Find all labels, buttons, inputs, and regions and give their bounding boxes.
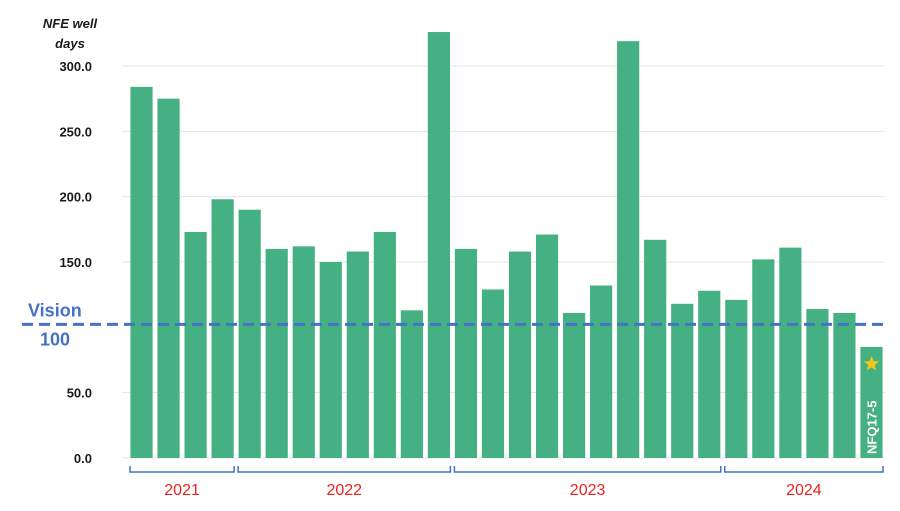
bar [319, 262, 342, 458]
bar [130, 86, 153, 458]
bar [671, 303, 694, 458]
bar [725, 299, 748, 458]
vision-marker: Vision 100 [22, 300, 886, 349]
bar [860, 346, 883, 458]
bar [265, 248, 288, 458]
bars: NFQ17-5 [130, 32, 883, 459]
y-axis-title-line-1: NFE well [43, 16, 98, 31]
y-tick-label: 150.0 [59, 255, 92, 270]
bar [454, 248, 478, 458]
bar [157, 98, 180, 459]
y-tick-labels: 0.0 50.0 150.0 200.0 250.0 300.0 [59, 59, 92, 466]
vision-value-label: 100 [40, 329, 70, 349]
vision-label: Vision [28, 300, 82, 320]
bar [752, 259, 775, 458]
highlight-bar-label: NFQ17-5 [864, 401, 879, 454]
year-bracket [453, 466, 722, 473]
bar [833, 312, 856, 458]
bar [400, 310, 423, 458]
bar [238, 209, 261, 458]
year-label: 2023 [570, 482, 606, 499]
bar [184, 231, 207, 458]
bar [292, 246, 315, 458]
star-icon [863, 355, 880, 371]
bar [535, 234, 559, 458]
bar [806, 309, 829, 458]
year-label: 2021 [164, 482, 200, 499]
bar [373, 231, 396, 458]
year-groups: 2021 2022 2023 2024 [129, 466, 884, 499]
bar [779, 247, 802, 458]
bar [427, 32, 450, 458]
bar [698, 290, 721, 458]
y-tick-label: 0.0 [74, 451, 92, 466]
y-axis-title-line-2: days [55, 36, 85, 51]
year-label: 2022 [326, 482, 362, 499]
year-bracket [724, 466, 884, 473]
bar [481, 289, 505, 458]
bar [346, 251, 369, 458]
bar [508, 251, 532, 458]
year-bracket [129, 466, 235, 473]
bar [617, 41, 640, 458]
y-tick-label: 300.0 [59, 59, 92, 74]
year-label: 2024 [786, 482, 822, 499]
bar [644, 239, 667, 458]
bar [211, 199, 234, 458]
y-tick-label: 250.0 [59, 124, 92, 139]
y-tick-label: 50.0 [67, 386, 92, 401]
bar [590, 285, 613, 458]
y-tick-label: 200.0 [59, 190, 92, 205]
bar [563, 312, 586, 458]
year-bracket [237, 466, 452, 473]
